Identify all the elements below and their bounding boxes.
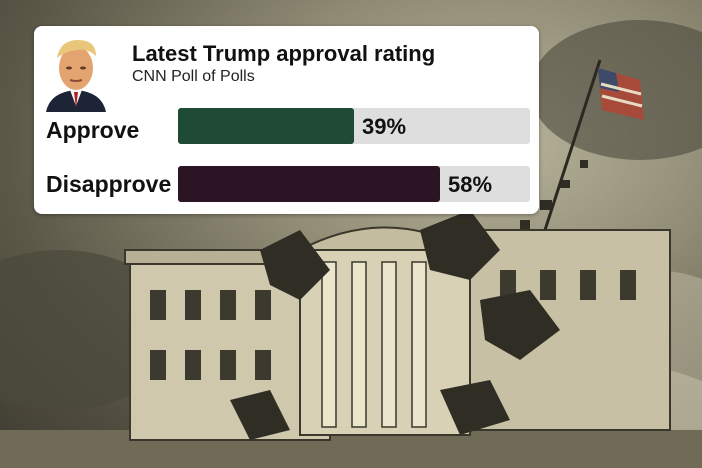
disapprove-bar (178, 166, 440, 202)
approve-value-label: 39% (362, 114, 407, 139)
disapprove-bar-track: 58% (178, 166, 530, 202)
card-title: Latest Trump approval rating (132, 41, 436, 66)
approve-label: Approve (46, 117, 140, 143)
card-subtitle: CNN Poll of Polls (132, 68, 255, 85)
approve-bar (178, 108, 354, 144)
disapprove-value-label: 58% (448, 172, 493, 197)
trump-portrait-icon (44, 34, 108, 112)
poll-card: Latest Trump approval rating CNN Poll of… (34, 26, 539, 214)
disapprove-label: Disapprove (46, 171, 172, 197)
approve-bar-track: 39% (178, 108, 530, 144)
